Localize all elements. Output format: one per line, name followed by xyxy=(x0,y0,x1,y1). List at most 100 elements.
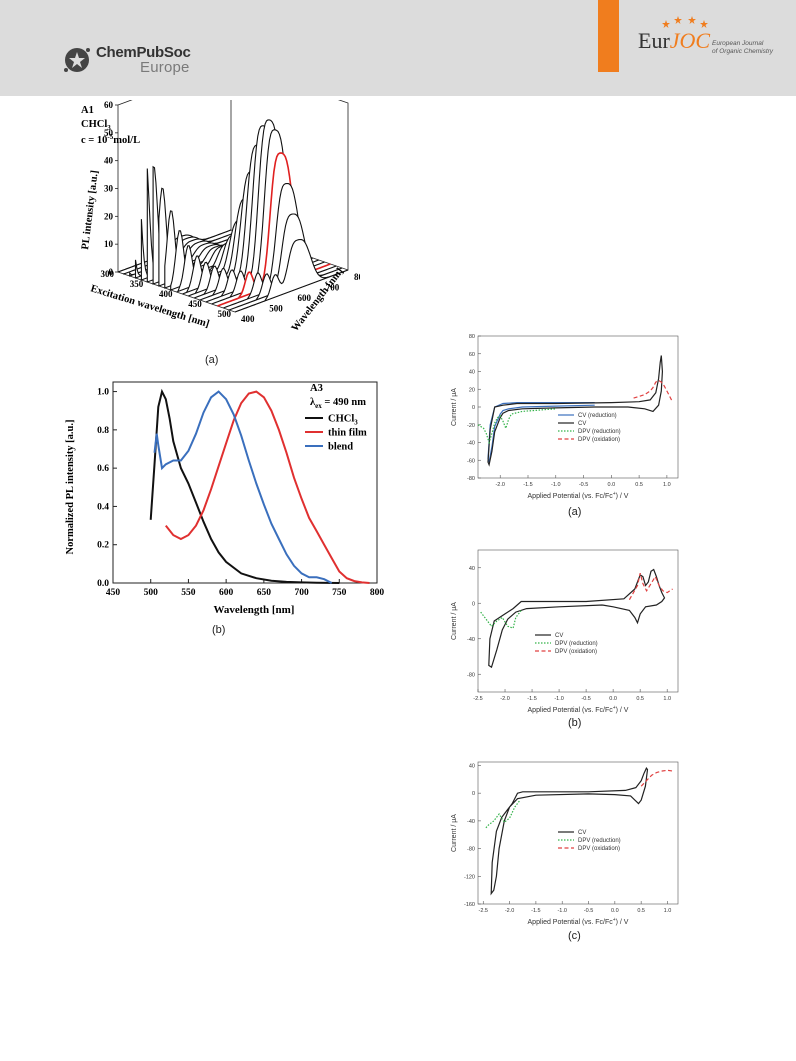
panel-label-fig3d: (a) xyxy=(205,354,219,366)
cv-x-tick-label: -1.5 xyxy=(527,696,536,702)
cv-xlabel-end: ) / V xyxy=(616,919,629,926)
pl-annotation-excitation: λex = 490 nm xyxy=(310,397,366,410)
journal-subtitle: European Journal of Organic Chemistry xyxy=(712,40,773,56)
cv-legend-label: DPV (reduction) xyxy=(578,838,621,844)
pl-plot-frame xyxy=(112,381,378,584)
cv-x-tick-label: -0.5 xyxy=(581,696,590,702)
cv-y-tick-label: 40 xyxy=(469,763,475,769)
pl-legend-label: CHCl3 xyxy=(328,414,358,427)
cv-xlabel-main: Applied Potential (vs. Fc/Fc xyxy=(528,493,614,500)
cv-legend-label: CV xyxy=(555,633,563,639)
waterfall-x-tick-label: 500 xyxy=(218,309,232,319)
cv-x-tick-label: -1.0 xyxy=(557,908,566,914)
cv-legend-label: DPV (oxidation) xyxy=(578,437,620,443)
cv-xlabel-main: Applied Potential (vs. Fc/Fc xyxy=(528,919,614,926)
cv-x-tick-label: 0.0 xyxy=(608,482,616,488)
cv-y-tick-label: -60 xyxy=(467,458,475,464)
cv-axes: -2.5 -2.0 -1.5 -1.0 -0.5 0.0 0.5 1.0 -160 -120 -80… xyxy=(451,761,679,926)
cv-chart-a: -2.0 -1.5 -1.0 -0.5 0.0 0.5 1.0 -80 -60 -40 -20 0 20… xyxy=(451,334,679,500)
cv-xlabel: Applied Potential (vs. Fc/Fc+) / V xyxy=(528,705,629,714)
cv-legend-label: CV xyxy=(578,830,586,836)
chempubsoc-star-icon xyxy=(64,48,90,72)
pl-series-line xyxy=(153,390,333,584)
cv-xlabel-sup: + xyxy=(613,917,616,923)
waterfall-y-tick-label: 400 xyxy=(241,314,255,324)
panel-label-cv-c: (c) xyxy=(568,930,581,942)
cv-x-tick-label: -2.0 xyxy=(500,696,509,702)
cv-y-tick-label: -40 xyxy=(467,441,475,447)
chempubsoc-logo[interactable]: ChemPubSoc Europe xyxy=(62,44,197,80)
pl-x-tick-label: 800 xyxy=(370,588,385,598)
cv-y-tick-label: -40 xyxy=(467,637,475,643)
cv-x-tick-label: 1.0 xyxy=(663,482,671,488)
cv-ylabel: Current / μA xyxy=(451,388,458,426)
cv-x-tick-label: -2.0 xyxy=(505,908,514,914)
cv-y-tick-label: -40 xyxy=(467,819,475,825)
cv-x-tick-label: -2.5 xyxy=(479,908,488,914)
waterfall-zlabel: PL intensity [a.u.] xyxy=(80,170,101,251)
cv-y-tick-label: 40 xyxy=(469,370,475,376)
journal-accent-tab xyxy=(598,0,619,72)
cv-ylabel: Current / μA xyxy=(451,814,458,852)
cv-plot-frame xyxy=(477,549,679,693)
cv-y-tick-label: 40 xyxy=(469,566,475,572)
waterfall-3d-chart: 0 10 20 30 40 50 60 300 350 400 450 500 400 500 600 700… xyxy=(80,100,361,334)
pl-annotation-sample: A3 xyxy=(310,383,323,394)
cv-x-tick-label: -1.5 xyxy=(531,908,540,914)
pl-x-tick-label: 650 xyxy=(257,588,272,598)
panel-label-cv-b: (b) xyxy=(568,717,582,729)
cv-xlabel-end: ) / V xyxy=(616,707,629,714)
cv-x-tick-label: -2.0 xyxy=(495,482,504,488)
cv-x-tick-label: -1.0 xyxy=(554,696,563,702)
cv-legend-label: CV (reduction) xyxy=(578,413,617,419)
cv-y-tick-label: -160 xyxy=(464,902,475,908)
cv-legend-label: DPV (reduction) xyxy=(578,429,621,435)
cv-x-tick-label: 0.5 xyxy=(636,696,644,702)
pl-x-tick-label: 500 xyxy=(144,588,159,598)
cv-axes: -2.5 -2.0 -1.5 -1.0 -0.5 0.0 0.5 1.0 -80 -40 0 40 Ap… xyxy=(451,549,679,714)
eurjoc-logo[interactable]: EurJOC European Journal of Organic Chemi… xyxy=(628,12,788,72)
waterfall-y-tick-label: 800 xyxy=(354,272,360,282)
waterfall-z-tick-label: 20 xyxy=(104,211,114,221)
pl-y-tick-label: 0.8 xyxy=(97,426,109,436)
cv-x-tick-label: 1.0 xyxy=(664,908,672,914)
waterfall-z-tick-label: 50 xyxy=(104,128,114,138)
cv-y-tick-label: -20 xyxy=(467,423,475,429)
waterfall-traces xyxy=(117,119,349,313)
pl-y-tick-label: 0.2 xyxy=(97,541,109,551)
cv-y-tick-label: 0 xyxy=(472,601,475,607)
cv-y-tick-label: 60 xyxy=(469,352,475,358)
star-ring-icon xyxy=(662,16,708,28)
cv-series-line xyxy=(485,799,521,829)
pl-series-line xyxy=(165,390,370,584)
waterfall-y-tick-label: 700 xyxy=(326,283,340,293)
pl-ylabel: Normalized PL intensity [a.u.] xyxy=(65,419,76,554)
pl-y-tick-label: 0.0 xyxy=(97,579,109,589)
pl-y-tick-label: 0.4 xyxy=(97,502,109,512)
waterfall-x-tick-label: 350 xyxy=(130,279,144,289)
cv-x-tick-label: 0.0 xyxy=(609,696,617,702)
cv-xlabel-sup: + xyxy=(613,705,616,711)
cv-xlabel-end: ) / V xyxy=(616,493,629,500)
cv-x-tick-label: -0.5 xyxy=(579,482,588,488)
cv-series-line xyxy=(477,408,556,445)
cv-y-tick-label: 0 xyxy=(472,791,475,797)
cv-x-tick-label: -1.0 xyxy=(551,482,560,488)
pl-x-tick-label: 550 xyxy=(181,588,196,598)
cv-y-tick-label: -80 xyxy=(467,476,475,482)
pl-spectra-chart: 450 500 550 600 650 700 750 800 0.0 0.2 0.4 0.6 0.8 1… xyxy=(65,381,385,616)
waterfall-annotation-solvent: CHCl3 xyxy=(81,119,111,132)
cv-x-tick-label: 0.5 xyxy=(637,908,645,914)
cv-ylabel: Current / μA xyxy=(451,602,458,640)
waterfall-ticks: 0 10 20 30 40 50 60 300 350 400 450 500 400 500 600 700… xyxy=(101,100,361,324)
journal-subtitle-line1: European Journal xyxy=(712,40,764,47)
cv-legend: CV (reduction) CV DPV (reduction) DPV (oxid… xyxy=(558,413,621,443)
waterfall-x-tick-label: 300 xyxy=(101,269,115,279)
waterfall-annotation-sample: A1 xyxy=(81,105,94,116)
journal-subtitle-line2: of Organic Chemistry xyxy=(712,48,774,55)
cv-legend: CV DPV (reduction) DPV (oxidation) xyxy=(558,830,621,852)
cv-legend-label: DPV (oxidation) xyxy=(555,649,597,655)
cv-chart-b: -2.5 -2.0 -1.5 -1.0 -0.5 0.0 0.5 1.0 -80 -40 0 40 Ap… xyxy=(451,549,679,714)
cv-y-tick-label: 20 xyxy=(469,387,475,393)
publisher-region: Europe xyxy=(140,59,190,76)
